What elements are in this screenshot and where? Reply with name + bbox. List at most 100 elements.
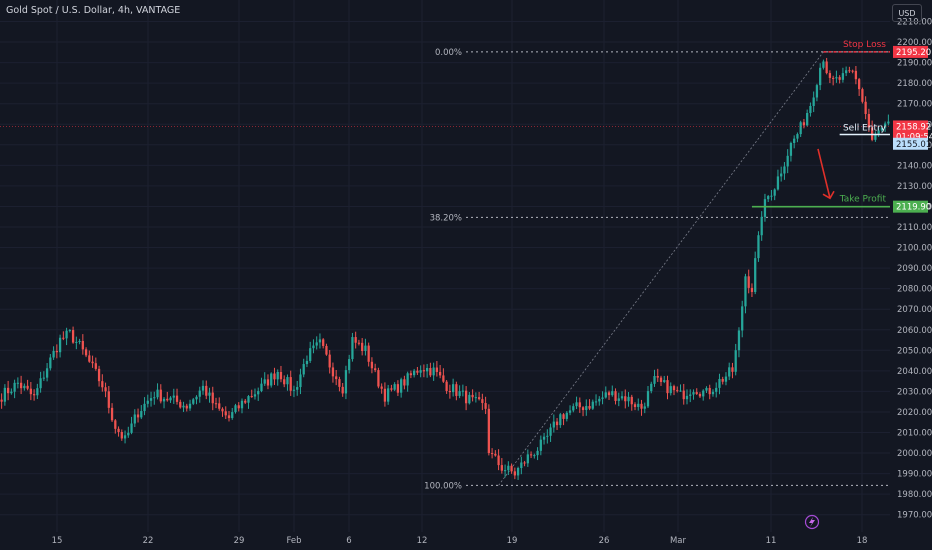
- candle-body: [185, 405, 188, 409]
- candle-body: [442, 375, 445, 382]
- candle-body: [205, 385, 208, 396]
- candle-body: [760, 216, 763, 236]
- candle-body: [643, 406, 646, 409]
- candle-body: [247, 396, 250, 403]
- candle-body: [685, 395, 689, 400]
- candle-body: [793, 138, 796, 143]
- candle-body: [84, 349, 88, 356]
- candle-body: [260, 383, 263, 392]
- candle-body: [270, 373, 273, 386]
- candle-body: [58, 337, 62, 353]
- take-profit-annotation: Take Profit: [839, 195, 887, 205]
- candle-body: [364, 345, 367, 351]
- downward-arrow: [817, 148, 831, 199]
- candle-body: [773, 189, 776, 196]
- candle-body: [536, 450, 539, 456]
- candle-body: [409, 373, 413, 376]
- candle-body: [845, 70, 848, 74]
- x-tick-label: 26: [599, 536, 610, 546]
- candle-body: [568, 410, 572, 413]
- candle-body: [156, 389, 159, 398]
- candle-body: [877, 130, 880, 134]
- candle-body: [754, 258, 757, 292]
- candle-body: [370, 361, 374, 369]
- candle-body: [539, 439, 542, 451]
- candle-body: [172, 395, 175, 398]
- candle-body: [435, 367, 439, 372]
- candle-body: [81, 340, 84, 350]
- candle-body: [3, 387, 7, 402]
- candle-body: [289, 377, 292, 391]
- candles: [0, 57, 890, 480]
- candle-body: [130, 423, 133, 433]
- candle-body: [708, 387, 711, 395]
- candle-body: [62, 337, 65, 339]
- x-tick-label: 29: [234, 536, 245, 546]
- candle-body: [565, 412, 568, 419]
- candle-body: [815, 85, 819, 98]
- candle-body: [666, 380, 669, 394]
- candle-body: [887, 121, 890, 124]
- candle-body: [546, 435, 549, 437]
- candle-body: [880, 127, 884, 131]
- candle-body: [432, 367, 435, 376]
- candle-body: [143, 403, 146, 412]
- candle-body: [253, 394, 257, 397]
- candle-body: [198, 390, 201, 397]
- candle-body: [770, 195, 773, 197]
- candle-body: [309, 348, 312, 361]
- candle-body: [718, 378, 721, 388]
- candle-body: [286, 377, 289, 385]
- candle-body: [734, 350, 737, 372]
- candle-body: [799, 122, 802, 135]
- x-tick-label: Mar: [670, 536, 687, 546]
- x-tick-label: 18: [857, 536, 868, 546]
- candle-body: [91, 361, 94, 364]
- candle-body: [477, 397, 481, 400]
- candle-body: [578, 402, 581, 408]
- y-tick-label: 2090.00: [897, 264, 932, 274]
- candle-body: [39, 378, 42, 389]
- candle-body: [302, 364, 305, 375]
- candle-body: [682, 390, 685, 400]
- candle-body: [387, 388, 390, 402]
- fib-trend-line: [498, 51, 824, 486]
- candle-body: [490, 453, 494, 455]
- candle-body: [273, 373, 276, 380]
- candle-body: [325, 345, 328, 355]
- y-tick-label: 2000.00: [897, 449, 932, 459]
- currency-button[interactable]: USD: [892, 4, 922, 22]
- candle-body: [461, 390, 465, 392]
- take-profit-price-tag-bg: [893, 200, 928, 213]
- candle-body: [16, 382, 20, 384]
- candle-body: [870, 127, 874, 140]
- candle-body: [406, 373, 409, 386]
- candle-body: [451, 384, 455, 393]
- candle-body: [637, 403, 640, 407]
- candle-body: [237, 405, 240, 409]
- candle-body: [296, 387, 299, 390]
- candle-body: [299, 374, 302, 388]
- candle-body: [13, 382, 16, 392]
- candle-body: [767, 196, 770, 200]
- y-tick-label: 2190.00: [897, 59, 932, 69]
- candle-body: [715, 387, 718, 392]
- candle-body: [429, 368, 432, 376]
- candle-body: [507, 465, 510, 471]
- candle-body: [653, 376, 656, 384]
- candle-body: [318, 339, 322, 343]
- lightning-bolt-icon: [804, 514, 820, 530]
- x-tick-label: 19: [507, 536, 518, 546]
- candle-body: [214, 403, 218, 405]
- y-tick-label: 2100.00: [897, 244, 932, 254]
- candle-body: [250, 396, 253, 398]
- candle-body: [487, 408, 490, 454]
- trade-levels: Stop Loss Sell Entry Take Profit: [0, 40, 890, 208]
- candle-body: [513, 471, 516, 476]
- candle-body: [835, 77, 838, 79]
- candle-body: [224, 411, 227, 416]
- candle-body: [396, 384, 400, 393]
- candle-body: [292, 389, 296, 391]
- x-tick-label: 15: [52, 536, 63, 546]
